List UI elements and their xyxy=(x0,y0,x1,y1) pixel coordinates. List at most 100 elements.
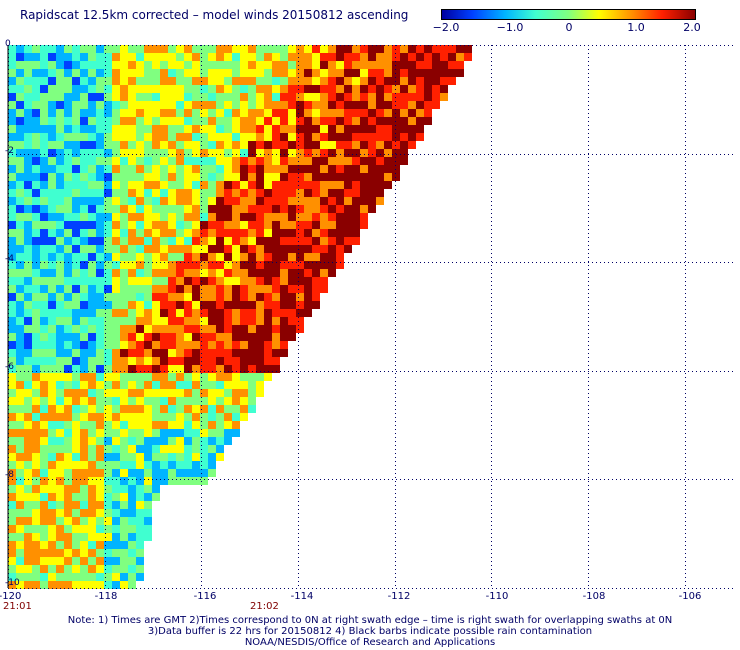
swath-cell xyxy=(168,413,176,421)
swath-cell xyxy=(256,109,264,117)
swath-cell xyxy=(144,421,152,429)
swath-cell xyxy=(80,333,88,341)
swath-cell xyxy=(184,213,192,221)
swath-cell xyxy=(152,253,160,261)
swath-cell xyxy=(288,285,296,293)
swath-cell xyxy=(112,453,120,461)
swath-cell xyxy=(256,61,264,69)
swath-cell xyxy=(328,45,336,53)
swath-cell xyxy=(304,109,312,117)
swath-cell xyxy=(112,557,120,565)
swath-cell xyxy=(104,565,112,573)
swath-cell xyxy=(176,317,184,325)
swath-cell xyxy=(104,189,112,197)
swath-cell xyxy=(296,61,304,69)
swath-cell xyxy=(200,45,208,53)
swath-cell xyxy=(376,85,384,93)
swath-cell xyxy=(80,293,88,301)
swath-cell xyxy=(128,405,136,413)
lon-tick-114w: -114 xyxy=(290,591,314,602)
swath-cell xyxy=(248,197,256,205)
swath-cell xyxy=(456,61,464,69)
swath-cell xyxy=(112,485,120,493)
swath-cell xyxy=(192,205,200,213)
swath-cell xyxy=(152,469,160,477)
swath-cell xyxy=(336,77,344,85)
swath-cell xyxy=(192,445,200,453)
swath-cell xyxy=(208,165,216,173)
swath-cell xyxy=(120,477,128,485)
swath-cell xyxy=(48,61,56,69)
swath-cell xyxy=(224,53,232,61)
swath-cell xyxy=(96,453,104,461)
swath-cell xyxy=(16,445,24,453)
swath-cell xyxy=(88,69,96,77)
swath-cell xyxy=(168,189,176,197)
swath-cell xyxy=(176,213,184,221)
swath-cell xyxy=(16,533,24,541)
swath-cell xyxy=(200,389,208,397)
swath-cell xyxy=(240,349,248,357)
swath-cell xyxy=(264,189,272,197)
swath-cell xyxy=(64,565,72,573)
swath-cell xyxy=(280,69,288,77)
swath-cell xyxy=(152,141,160,149)
swath-cell xyxy=(200,213,208,221)
swath-cell xyxy=(72,181,80,189)
swath-cell xyxy=(104,45,112,53)
swath-cell xyxy=(136,357,144,365)
swath-cell xyxy=(64,549,72,557)
swath-cell xyxy=(264,261,272,269)
swath-cell xyxy=(80,133,88,141)
swath-cell xyxy=(168,437,176,445)
swath-cell xyxy=(128,301,136,309)
swath-cell xyxy=(288,93,296,101)
lon-tick-110w: -110 xyxy=(485,591,509,602)
swath-cell xyxy=(88,197,96,205)
swath-cell xyxy=(176,397,184,405)
swath-cell xyxy=(136,61,144,69)
swath-cell xyxy=(96,69,104,77)
swath-cell xyxy=(248,181,256,189)
swath-cell xyxy=(128,493,136,501)
swath-cell xyxy=(88,541,96,549)
swath-cell xyxy=(408,85,416,93)
swath-cell xyxy=(16,437,24,445)
swath-cell xyxy=(88,157,96,165)
swath-cell xyxy=(24,381,32,389)
swath-cell xyxy=(96,485,104,493)
swath-cell xyxy=(56,325,64,333)
swath-cell xyxy=(72,213,80,221)
swath-cell xyxy=(16,93,24,101)
swath-cell xyxy=(136,69,144,77)
swath-cell xyxy=(56,77,64,85)
swath-cell xyxy=(248,333,256,341)
swath-cell xyxy=(240,317,248,325)
swath-cell xyxy=(64,453,72,461)
swath-cell xyxy=(72,221,80,229)
swath-cell xyxy=(224,157,232,165)
swath-cell xyxy=(40,573,48,581)
swath-cell xyxy=(8,173,16,181)
swath-cell xyxy=(72,453,80,461)
swath-cell xyxy=(16,53,24,61)
swath-cell xyxy=(216,421,224,429)
swath-cell xyxy=(312,181,320,189)
swath-cell xyxy=(232,301,240,309)
swath-cell xyxy=(256,309,264,317)
swath-cell xyxy=(200,381,208,389)
swath-cell xyxy=(120,141,128,149)
swath-cell xyxy=(136,509,144,517)
swath-cell xyxy=(256,221,264,229)
swath-cell xyxy=(408,117,416,125)
swath-cell xyxy=(256,53,264,61)
swath-cell xyxy=(208,141,216,149)
swath-cell xyxy=(88,365,96,373)
swath-cell xyxy=(440,85,448,93)
swath-cell xyxy=(376,77,384,85)
swath-cell xyxy=(256,389,264,397)
swath-cell xyxy=(88,181,96,189)
swath-cell xyxy=(200,261,208,269)
swath-cell xyxy=(136,285,144,293)
swath-cell xyxy=(264,285,272,293)
